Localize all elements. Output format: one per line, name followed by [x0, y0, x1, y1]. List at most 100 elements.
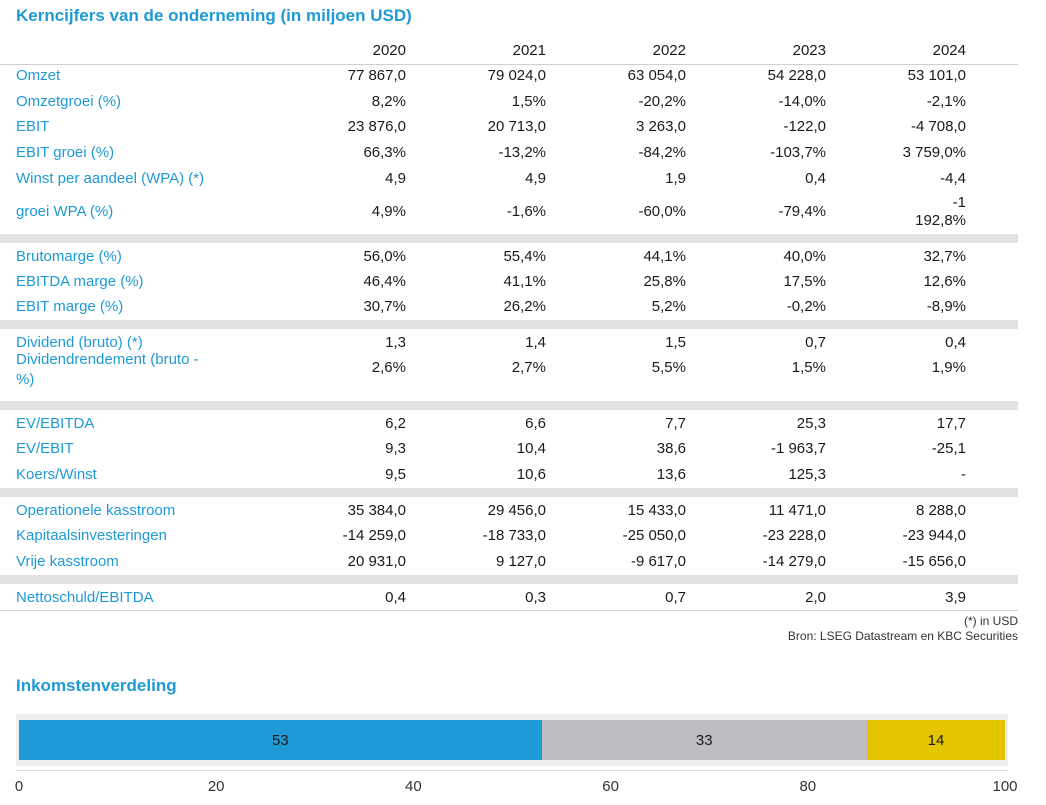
row-label-line: %): [16, 371, 35, 388]
row-label: EV/EBITDA: [16, 415, 95, 432]
table-cell: -20,2%: [638, 93, 686, 110]
table-cell: 79 024,0: [487, 67, 546, 84]
table-cell: -18 733,0: [482, 527, 546, 544]
table-cell: -84,2%: [638, 144, 686, 161]
table-cell: 25,8%: [643, 273, 686, 290]
table-cell: 12,6%: [923, 273, 966, 290]
table-cell: -1 963,7: [770, 440, 826, 457]
row-label: Omzet: [16, 67, 61, 84]
table-cell: 0,3: [525, 589, 546, 606]
table-cell: 6,6: [525, 415, 546, 432]
row-label: Dividend (bruto) (*): [16, 334, 143, 351]
table-cell: 23 876,0: [347, 118, 406, 135]
table-cell: 38,6: [656, 440, 686, 457]
axis-line: [16, 770, 1008, 771]
table-cell: -0,2%: [786, 298, 826, 315]
table-cell: 56,0%: [363, 248, 406, 265]
row-label: Vrije kasstroom: [16, 553, 119, 570]
table-title: Kerncijfers van de onderneming (in miljo…: [16, 6, 412, 25]
income-segment-1: 53: [19, 720, 542, 760]
table-cell: 63 054,0: [627, 67, 686, 84]
axis-tick-label: 20: [207, 778, 225, 795]
table-cell: -23 944,0: [902, 527, 966, 544]
table-notes: (*) in USD Bron: LSEG Datastream en KBC …: [788, 614, 1018, 644]
table-cell: 1,9%: [931, 359, 966, 376]
row-label: Winst per aandeel (WPA) (*): [16, 170, 205, 187]
table-cell: 44,1%: [643, 248, 686, 265]
table-cell-line: -1: [952, 194, 966, 211]
table-cell: 20 713,0: [487, 118, 546, 135]
table-cell: 53 101,0: [907, 67, 966, 84]
table-cell: 0,4: [805, 170, 826, 187]
table-cell: 35 384,0: [347, 502, 406, 519]
table-cell: 1,9: [665, 170, 686, 187]
table-cell: 17,7: [936, 415, 966, 432]
income-segment-2: 33: [541, 720, 867, 760]
table-cell: 77 867,0: [347, 67, 406, 84]
table-cell: 3,9: [945, 589, 966, 606]
row-label: EBIT marge (%): [16, 298, 124, 315]
table-cell: 3 263,0: [635, 118, 686, 135]
footnote: (*) in USD: [963, 614, 1018, 628]
table-cell: 0,7: [805, 334, 826, 351]
table-cell: 30,7%: [363, 298, 406, 315]
table-cell: -9 617,0: [630, 553, 686, 570]
table-cell: 9,5: [385, 466, 406, 483]
table-cell: -79,4%: [778, 203, 826, 220]
table-cell: 2,7%: [511, 359, 546, 376]
table-cell: -2,1%: [926, 93, 966, 110]
year-header-2024: 2024: [932, 42, 966, 59]
table-cell: 2,0: [805, 589, 826, 606]
row-label: Kapitaalsinvesteringen: [16, 527, 167, 544]
axis-tick-label: 0: [14, 778, 24, 795]
table-cell: 1,5: [665, 334, 686, 351]
table-cell: 1,3: [385, 334, 406, 351]
table-cell: 9 127,0: [495, 553, 546, 570]
table-cell: 26,2%: [503, 298, 546, 315]
row-label: Operationele kasstroom: [16, 502, 176, 519]
header-rule: [0, 64, 1018, 65]
table-cell: -4,4: [940, 170, 966, 187]
year-header-2021: 2021: [512, 42, 546, 59]
row-label: EBITDA marge (%): [16, 273, 144, 290]
section-separator: [0, 488, 1018, 497]
table-cell: -23 228,0: [762, 527, 826, 544]
table-cell: -25 050,0: [622, 527, 686, 544]
table-cell: -122,0: [783, 118, 826, 135]
year-header-2022: 2022: [652, 42, 686, 59]
table-cell: 15 433,0: [627, 502, 686, 519]
table-cell: 55,4%: [503, 248, 546, 265]
table-cell: 20 931,0: [347, 553, 406, 570]
row-label: EBIT: [16, 118, 50, 135]
table-cell: -25,1: [931, 440, 966, 457]
table-cell: -4 708,0: [910, 118, 966, 135]
year-header-2020: 2020: [372, 42, 406, 59]
table-cell-line: 192,8%: [915, 212, 966, 229]
table-cell: -60,0%: [638, 203, 686, 220]
table-cell: -103,7%: [770, 144, 826, 161]
table-cell: -: [961, 466, 966, 483]
table-cell: 9,3: [385, 440, 406, 457]
row-label-line: Dividendrendement (bruto -: [16, 351, 199, 368]
table-cell: -14 259,0: [342, 527, 406, 544]
section-separator: [0, 575, 1018, 584]
table-cell: 1,4: [525, 334, 546, 351]
source-note: Bron: LSEG Datastream en KBC Securities: [787, 629, 1018, 643]
axis-tick-label: 60: [602, 778, 619, 795]
table-cell: 3 759,0%: [902, 144, 966, 161]
table-cell: 1,5%: [791, 359, 826, 376]
section-separator: [0, 234, 1018, 243]
table-cell: 0,4: [385, 589, 406, 606]
table-cell: 40,0%: [783, 248, 826, 265]
table-cell: 8,2%: [371, 93, 406, 110]
row-label: EBIT groei (%): [16, 144, 115, 161]
section-separator: [0, 320, 1018, 329]
table-cell: 7,7: [665, 415, 686, 432]
table-cell: 5,2%: [651, 298, 686, 315]
row-label: Koers/Winst: [16, 466, 97, 483]
table-cell: 8 288,0: [915, 502, 966, 519]
table-cell: 4,9%: [371, 203, 406, 220]
table-cell: 0,7: [665, 589, 686, 606]
table-cell: -14,0%: [778, 93, 826, 110]
footer-rule: [0, 610, 1018, 611]
